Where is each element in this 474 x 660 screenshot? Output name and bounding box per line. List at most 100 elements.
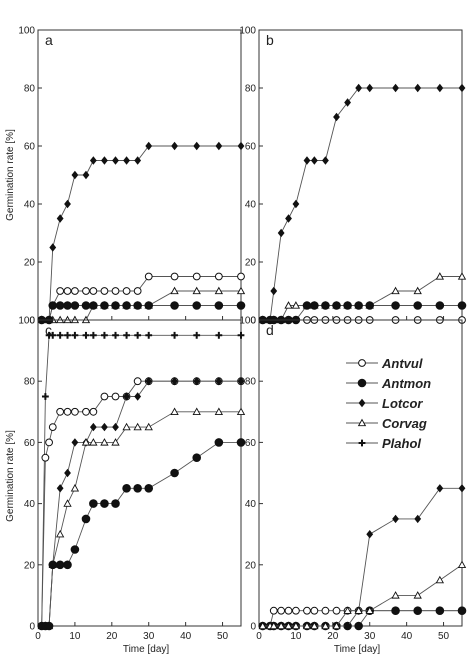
data-point-lotcor — [366, 530, 374, 539]
data-point-antmon — [435, 606, 445, 616]
data-point-antmon — [391, 606, 400, 616]
data-point-antvul — [41, 453, 50, 462]
data-point-corvag — [302, 621, 312, 630]
data-point-lotcor — [436, 484, 444, 493]
y-tick-label-a: 20 — [24, 258, 36, 269]
x-tick-label-c: 0 — [35, 631, 41, 642]
panel-letter-b: b — [266, 32, 274, 48]
data-point-lotcor — [237, 377, 245, 386]
data-point-antmon — [457, 606, 467, 616]
x-axis-label-left: Time [day] — [123, 644, 170, 655]
data-point-lotcor — [270, 286, 278, 296]
series-line-lotcor — [41, 380, 241, 627]
data-point-antmon — [192, 301, 202, 310]
x-axis-label-right: Time [day] — [334, 644, 381, 655]
data-point-antmon — [310, 301, 319, 310]
panel-letter-a: a — [45, 32, 53, 48]
y-tick-label-d: 60 — [245, 438, 257, 449]
series-lotcor-b — [259, 83, 466, 325]
data-point-plahol — [101, 331, 108, 339]
data-point-lotcor — [392, 514, 399, 524]
legend-label-antmon: Antmon — [381, 376, 431, 391]
data-point-lotcor — [145, 141, 153, 151]
data-point-antvul — [303, 606, 311, 615]
data-point-antvul — [332, 606, 341, 615]
data-point-antmon — [457, 301, 467, 310]
series-line-plahol — [41, 334, 241, 627]
data-point-antmon — [170, 468, 179, 478]
data-point-antvul — [237, 272, 245, 281]
panel-letter-c: c — [45, 322, 52, 338]
data-point-corvag — [343, 606, 352, 614]
y-tick-label-a: 80 — [24, 84, 36, 95]
series-line-corvag — [262, 564, 463, 627]
data-point-lotcor — [89, 156, 97, 165]
data-point-antmon — [55, 560, 65, 570]
data-point-antmon — [214, 301, 224, 310]
legend: Antvul Antmon Lotcor Corvag Plahol — [346, 356, 431, 451]
data-point-plahol — [49, 331, 57, 339]
data-point-antmon — [144, 301, 154, 310]
data-point-corvag — [457, 272, 467, 280]
data-point-lotcor — [71, 170, 79, 180]
data-point-antvul — [214, 272, 223, 281]
series-lotcor-a — [38, 141, 245, 325]
data-point-lotcor — [56, 484, 64, 493]
data-point-lotcor — [215, 377, 223, 386]
data-point-antmon — [63, 560, 72, 570]
data-point-lotcor — [123, 156, 130, 165]
data-point-antmon — [413, 301, 423, 310]
data-point-antmon — [89, 301, 98, 310]
data-point-lotcor — [292, 199, 300, 209]
data-point-corvag — [236, 407, 246, 415]
y-tick-label-a: 40 — [24, 200, 36, 211]
data-point-lotcor — [101, 422, 108, 432]
panel-frame-c — [37, 319, 242, 627]
series-line-antvul — [41, 276, 241, 321]
legend-label-lotcor: Lotcor — [382, 396, 423, 411]
data-point-antvul — [133, 287, 142, 295]
data-point-antmon — [55, 301, 65, 310]
data-point-antmon — [354, 621, 363, 631]
data-point-corvag — [435, 575, 445, 584]
data-point-corvag — [276, 621, 286, 630]
data-point-lotcor — [134, 392, 142, 401]
data-point-antmon — [70, 545, 80, 554]
y-tick-label-c: 40 — [24, 499, 36, 510]
data-point-lotcor — [366, 83, 374, 93]
data-point-lotcor — [49, 243, 57, 252]
data-point-lotcor — [193, 377, 201, 386]
data-point-antmon — [48, 560, 58, 570]
series-line-lotcor — [262, 487, 462, 627]
series-line-antvul — [41, 380, 241, 627]
y-tick-label-b: 60 — [245, 142, 257, 153]
data-point-corvag — [321, 621, 330, 630]
data-point-lotcor — [458, 83, 466, 93]
data-point-lotcor — [458, 484, 466, 493]
data-point-antmon — [170, 301, 179, 310]
panel-letter-d: d — [266, 322, 274, 338]
x-tick-label-c: 20 — [106, 631, 118, 642]
data-point-antvul — [284, 606, 293, 615]
data-point-plahol — [123, 331, 130, 339]
data-point-corvag — [144, 422, 153, 431]
y-tick-label-c: 0 — [29, 622, 35, 633]
data-point-antmon — [63, 301, 72, 310]
series-corvag-d — [258, 560, 467, 630]
y-axis-label-bottom: Germination rate [%] — [5, 430, 16, 522]
data-point-antmon — [214, 438, 224, 447]
data-point-lotcor — [101, 156, 108, 165]
series-line-corvag — [41, 411, 241, 627]
series-line-antmon — [41, 441, 241, 627]
data-point-antvul — [170, 272, 179, 281]
data-point-antmon — [122, 301, 131, 310]
data-point-lotcor — [310, 156, 318, 165]
data-point-lotcor — [303, 156, 311, 165]
data-point-lotcor — [193, 141, 201, 151]
data-point-lotcor — [145, 377, 153, 386]
data-point-antvul — [63, 287, 72, 295]
data-point-corvag — [332, 621, 341, 630]
